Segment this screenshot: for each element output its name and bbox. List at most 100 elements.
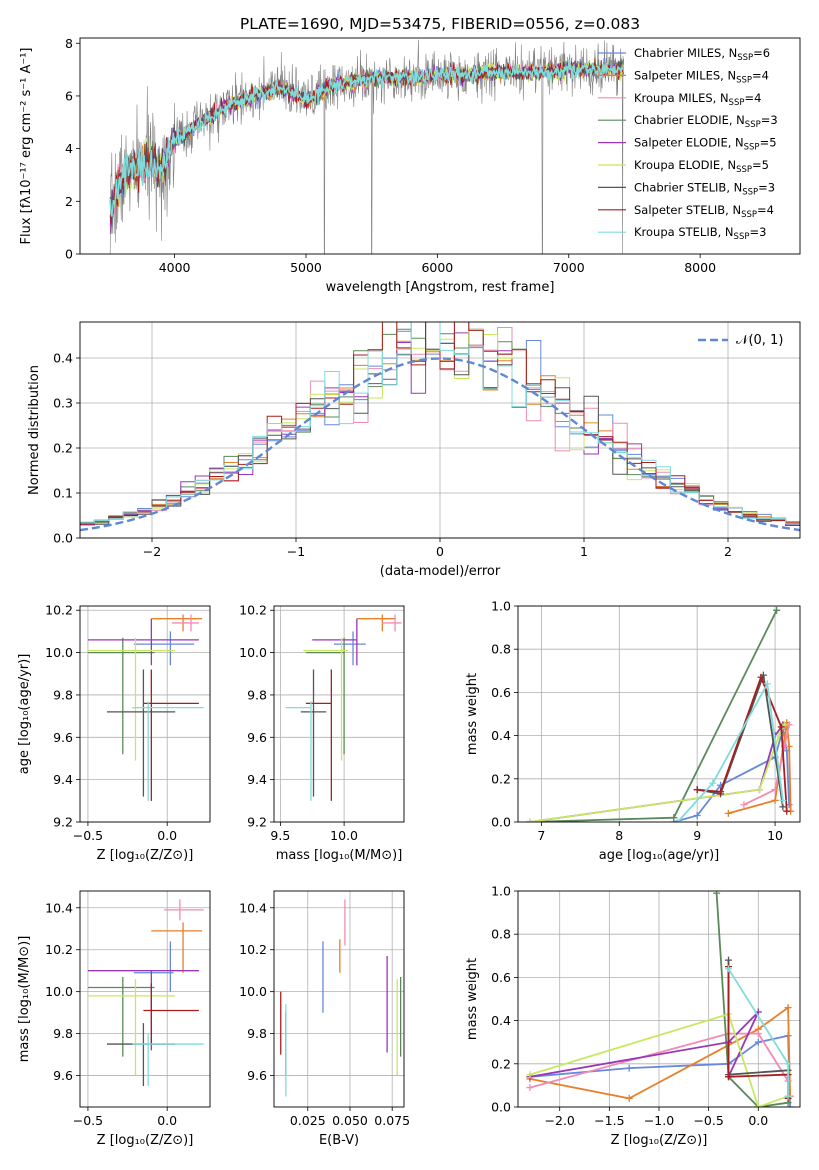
x-tick-label: −2.0 (545, 1113, 575, 1128)
mass-weight-marker (713, 891, 721, 897)
legend-value: =5 (752, 158, 769, 172)
mass-weight-marker (725, 965, 733, 973)
x-tick-label: 5000 (290, 260, 322, 275)
y-axis-label: Flux [fλ10⁻¹⁷ erg cm⁻² s⁻¹ A⁻¹] (19, 48, 34, 245)
mass-weight-marker (526, 818, 534, 822)
mass-weight-marker (777, 723, 785, 731)
plot-area (80, 322, 800, 532)
x-tick-label: 0 (436, 544, 444, 559)
y-tick-label: 9.6 (247, 730, 267, 745)
y-tick-label: 1.0 (491, 599, 511, 614)
x-axis-label: Z [log₁₀(Z/Z⊙)] (611, 1133, 708, 1148)
mass-weight-marker (755, 786, 763, 794)
mass-weight-marker (784, 1092, 792, 1100)
y-tick-label: 0.4 (491, 728, 511, 743)
legend-value: =4 (752, 68, 769, 82)
legend-text: Kroupa ELODIE, N (634, 158, 736, 172)
legend-subscript: SSP (745, 120, 761, 130)
x-tick-label: 4000 (159, 260, 191, 275)
y-tick-label: 9.8 (247, 1026, 267, 1041)
legend-subscript: SSP (741, 210, 757, 220)
mass-weight-marker (725, 1073, 733, 1081)
x-tick-label: 0.050 (332, 1113, 368, 1128)
y-tick-label: 0.3 (53, 396, 73, 411)
mass-weight-marker (693, 786, 701, 794)
y-tick-label: 0 (65, 247, 73, 262)
y-tick-label: 9.6 (53, 1068, 73, 1083)
x-tick-label: 7 (537, 828, 545, 843)
axes-frame (273, 890, 405, 1108)
figure-title: PLATE=1690, MJD=53475, FIBERID=0556, z=0… (240, 15, 640, 33)
x-tick-label: 6000 (421, 260, 453, 275)
y-tick-label: 10.0 (45, 645, 73, 660)
x-tick-label: 10 (767, 828, 783, 843)
y-tick-label: 10.4 (45, 900, 73, 915)
axes-frame (79, 37, 801, 255)
panel-age-vs-mass: 9.5 10.0 9.2 9.4 9.6 9.8 10.0 10.2 mass [log₁₀(M… (239, 603, 405, 863)
legend-entry: 𝒩(0, 1) (736, 333, 783, 348)
plot-area (87, 899, 204, 1087)
y-tick-label: 0.0 (491, 1100, 511, 1115)
plot-area (526, 606, 795, 822)
mass-weight-marker (625, 1094, 633, 1102)
mass-weight-marker (670, 814, 678, 822)
plot-area (280, 899, 402, 1097)
mass-weight-marker (773, 606, 781, 614)
x-tick-label: −1 (287, 544, 305, 559)
mass-weight-marker (754, 1030, 762, 1038)
legend-entry: Chabrier ELODIE, NSSP=3 (634, 113, 778, 130)
y-tick-label: 10.2 (45, 603, 73, 618)
panel-spectrum: 4000 5000 6000 7000 8000 0 2 4 6 8 wavelength [Ang… (19, 36, 801, 295)
y-tick-label: 10.0 (45, 984, 73, 999)
mass-weight-marker (724, 809, 732, 817)
mass-weight-line (529, 1032, 789, 1089)
mass-weight-line (743, 724, 790, 806)
y-tick-label: 10.2 (239, 942, 267, 957)
x-tick-label: 1 (580, 544, 588, 559)
mass-weight-marker (784, 1060, 792, 1068)
plot-area (285, 614, 402, 801)
y-tick-label: 0.1 (53, 486, 73, 501)
legend-entry: Salpeter MILES, NSSP=4 (634, 68, 769, 85)
y-axis-label: mass weight (465, 673, 480, 755)
legend-text: Salpeter ELODIE, N (634, 136, 744, 150)
mass-weight-line (529, 609, 778, 822)
y-tick-label: 9.2 (53, 815, 73, 830)
mass-weight-line (697, 674, 784, 808)
legend-entry: Chabrier STELIB, NSSP=3 (634, 180, 775, 197)
y-tick-label: 0.2 (491, 771, 511, 786)
y-tick-label: 9.6 (53, 730, 73, 745)
y-tick-label: 10.2 (239, 603, 267, 618)
legend-text: Salpeter MILES, N (634, 68, 736, 82)
y-tick-label: 9.8 (53, 687, 73, 702)
legend-subscript: SSP (729, 98, 745, 108)
legend-value: =4 (744, 91, 761, 105)
x-tick-label: 0.075 (374, 1113, 410, 1128)
x-axis-label: age [log₁₀(age/yr)] (599, 848, 720, 863)
x-tick-label: 0.0 (157, 828, 177, 843)
y-tick-label: 10.0 (239, 645, 267, 660)
panel-age-vs-Z: −0.5 0.0 9.2 9.4 9.6 9.8 10.0 10.2 Z [log₁₀(Z/Z⊙… (17, 603, 211, 863)
y-tick-label: 1.0 (491, 884, 511, 899)
panel-mass-vs-Z: −0.5 0.0 9.6 9.8 10.0 10.2 10.4 Z [log₁₀(Z/Z⊙)]… (17, 890, 211, 1148)
y-axis-label: age [log₁₀(age/yr)] (17, 654, 32, 775)
x-tick-label: −1.0 (644, 1113, 674, 1128)
mass-weight-marker (693, 812, 701, 820)
mass-weight-marker (717, 788, 725, 796)
mass-weight-marker (779, 796, 787, 804)
y-tick-label: 9.4 (53, 772, 73, 787)
mass-weight-marker (754, 1038, 762, 1046)
axes-frame (79, 890, 211, 1108)
y-tick-label: 10.2 (45, 942, 73, 957)
x-axis-label: Z [log₁₀(Z/Z⊙)] (97, 848, 194, 863)
legend-subscript: SSP (737, 53, 753, 63)
mass-weight-line (677, 680, 784, 822)
x-axis-label: Z [log₁₀(Z/Z⊙)] (97, 1133, 194, 1148)
legend-value: =4 (757, 203, 774, 217)
mass-weight-line (715, 893, 789, 1107)
y-tick-label: 0.8 (491, 642, 511, 657)
legend-entry: Kroupa STELIB, NSSP=3 (634, 225, 766, 242)
legend-subscript: SSP (734, 232, 750, 242)
mass-weight-marker (779, 803, 787, 811)
